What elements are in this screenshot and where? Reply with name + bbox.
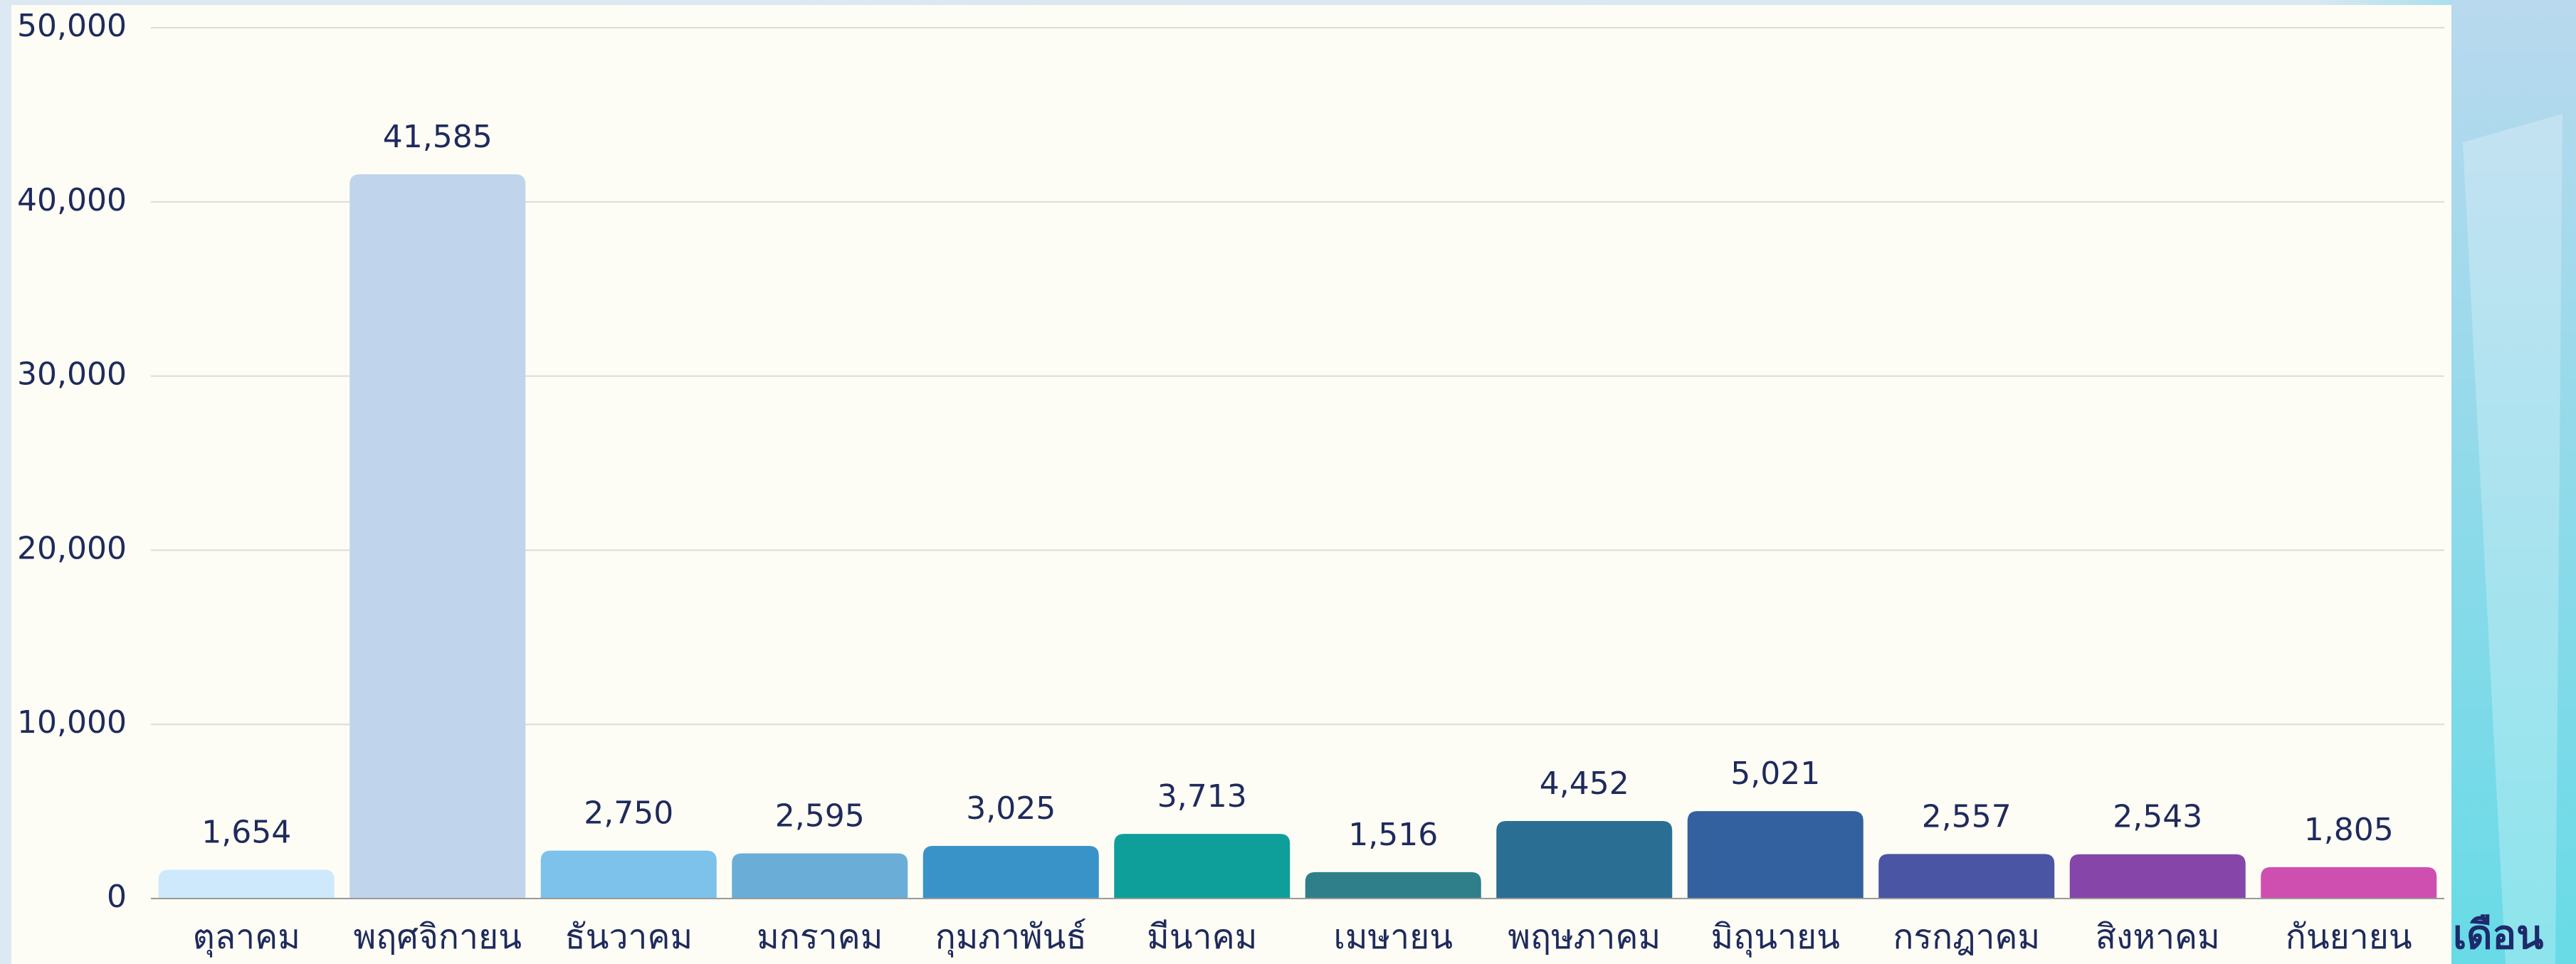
y-tick-label: 0 [107, 879, 127, 915]
value-label: 1,654 [201, 815, 291, 851]
y-tick-label: 30,000 [17, 356, 127, 393]
x-tick-label: มกราคม [757, 917, 883, 957]
y-tick-label: 20,000 [17, 530, 127, 566]
value-label: 5,021 [1730, 756, 1820, 792]
value-label: 1,516 [1348, 817, 1438, 853]
x-tick-label: พฤษภาคม [1508, 917, 1661, 957]
bar [923, 846, 1099, 899]
x-tick-label: พฤศจิกายน [354, 917, 522, 957]
y-tick-label: 40,000 [17, 182, 127, 218]
x-tick-label: มีนาคม [1147, 917, 1257, 957]
x-tick-label: กรกฎาคม [1893, 917, 2040, 957]
x-tick-label: เมษายน [1333, 917, 1453, 957]
value-label: 3,025 [966, 790, 1056, 827]
page: เดือน 0 10,000 20,000 30,000 40,000 50,000 ตุล… [0, 0, 2576, 964]
x-tick-label: ตุลาคม [193, 917, 300, 958]
bar [1114, 834, 1290, 899]
x-tick-label: มิถุนายน [1711, 917, 1840, 958]
value-label: 3,713 [1157, 778, 1247, 815]
bar [2261, 867, 2436, 899]
x-tick-label: กันยายน [2286, 917, 2412, 957]
bar [1496, 821, 1672, 899]
bar [1878, 854, 2054, 899]
value-label: 2,595 [775, 798, 865, 834]
bar [159, 870, 335, 899]
bar [349, 174, 525, 899]
bar [2070, 854, 2246, 899]
bar [1688, 811, 1863, 899]
x-tick-label: ธันวาคม [564, 917, 693, 957]
x-tick-label: สิงหาคม [2096, 917, 2220, 957]
value-label: 4,452 [1540, 766, 1629, 802]
x-tick-label: กุมภาพันธ์ [935, 917, 1087, 958]
value-label: 1,805 [2304, 812, 2394, 848]
bar [541, 851, 717, 899]
chart: เดือน 0 10,000 20,000 30,000 40,000 50,000 ตุล… [0, 0, 2576, 964]
x-axis-title: เดือน [2453, 912, 2543, 958]
y-tick-label: 50,000 [17, 8, 127, 44]
bar [1305, 872, 1481, 899]
value-label: 41,585 [383, 119, 493, 155]
value-label: 2,557 [1922, 798, 2012, 835]
value-label: 2,543 [2113, 799, 2202, 835]
bar [732, 853, 908, 899]
y-tick-label: 10,000 [17, 704, 127, 741]
value-label: 2,750 [584, 795, 673, 832]
